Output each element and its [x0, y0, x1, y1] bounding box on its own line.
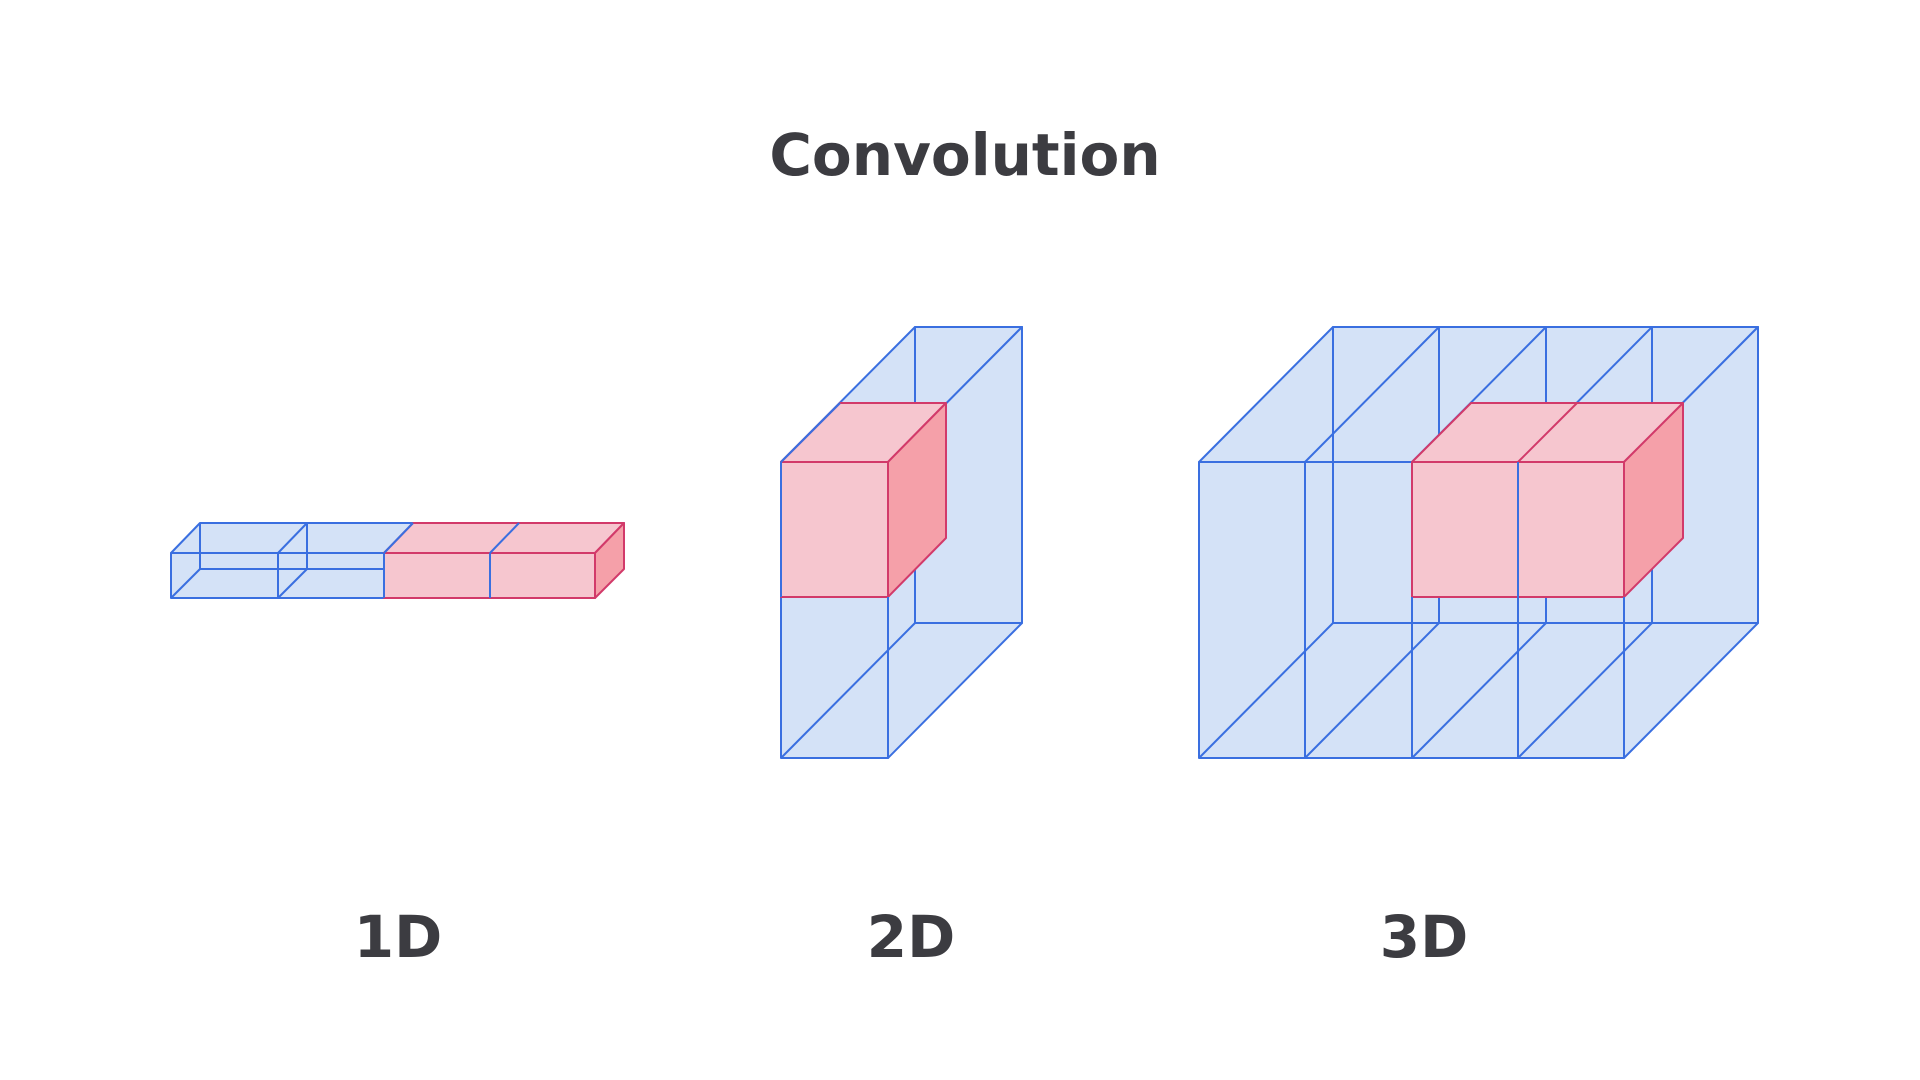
panel-1d: 1D	[170, 522, 625, 971]
kernel-1d	[383, 522, 625, 599]
panel-label-1d: 1D	[354, 903, 443, 971]
kernel-3d	[1411, 402, 1684, 598]
panel-3d: 3D	[1198, 326, 1759, 971]
panel-label-2d: 2D	[867, 903, 956, 971]
kernel-2d	[780, 402, 947, 598]
diagram-title: Convolution	[769, 121, 1160, 189]
grid-lines-2d	[780, 402, 889, 758]
grid-lines-3d	[1411, 462, 1625, 758]
panel-2d: 2D	[780, 326, 1023, 971]
grid-lines-1d	[383, 522, 520, 598]
panel-label-3d: 3D	[1380, 903, 1469, 971]
